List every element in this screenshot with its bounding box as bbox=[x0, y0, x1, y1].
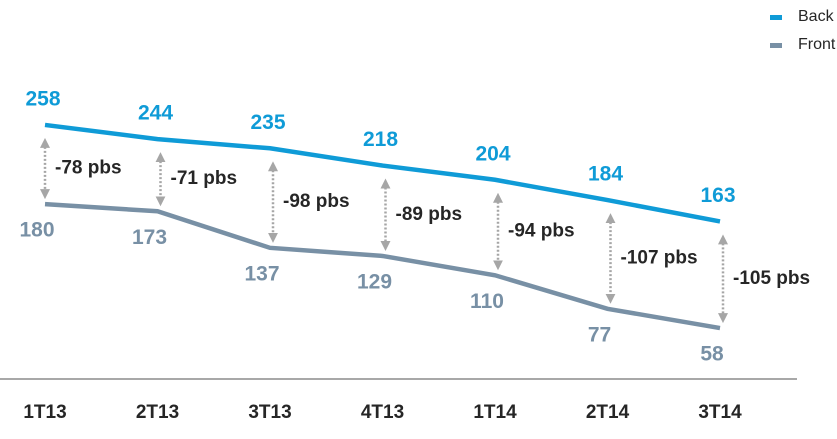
x-tick-label: 2T13 bbox=[136, 402, 179, 423]
legend-marker bbox=[770, 15, 782, 20]
data-label: 163 bbox=[700, 184, 735, 207]
diff-annotation: -71 pbs bbox=[171, 168, 238, 189]
diff-annotation: -94 pbs bbox=[508, 221, 575, 242]
x-tick-label: 4T13 bbox=[361, 402, 404, 423]
data-label: 204 bbox=[475, 142, 510, 165]
data-label: 137 bbox=[244, 262, 279, 285]
diff-annotation: -105 pbs bbox=[733, 268, 810, 289]
diff-annotation: -98 pbs bbox=[283, 191, 350, 212]
legend-label: Front bbox=[798, 36, 836, 53]
data-label: 58 bbox=[700, 343, 724, 366]
data-label: 77 bbox=[588, 323, 611, 346]
diff-annotation: -78 pbs bbox=[55, 158, 122, 179]
data-label: 173 bbox=[132, 226, 167, 249]
line-series bbox=[44, 122, 721, 224]
legend-marker bbox=[770, 43, 782, 48]
data-label: 218 bbox=[363, 128, 398, 151]
diff-annotation: -107 pbs bbox=[621, 247, 698, 268]
x-tick-label: 1T14 bbox=[473, 402, 517, 423]
data-label: 258 bbox=[25, 87, 60, 110]
data-label: 110 bbox=[470, 290, 504, 313]
line-series bbox=[44, 201, 721, 331]
legend-label: Back bbox=[798, 8, 835, 25]
x-tick-label: 2T14 bbox=[586, 402, 630, 423]
data-label: 129 bbox=[357, 271, 392, 294]
data-label: 244 bbox=[138, 102, 173, 125]
data-label: 184 bbox=[588, 163, 623, 186]
x-tick-label: 1T13 bbox=[23, 402, 66, 423]
data-label: 235 bbox=[250, 111, 285, 134]
x-tick-label: 3T13 bbox=[248, 402, 291, 423]
data-label: 180 bbox=[19, 219, 54, 242]
diff-annotation: -89 pbs bbox=[396, 204, 463, 225]
x-tick-label: 3T14 bbox=[698, 402, 742, 423]
